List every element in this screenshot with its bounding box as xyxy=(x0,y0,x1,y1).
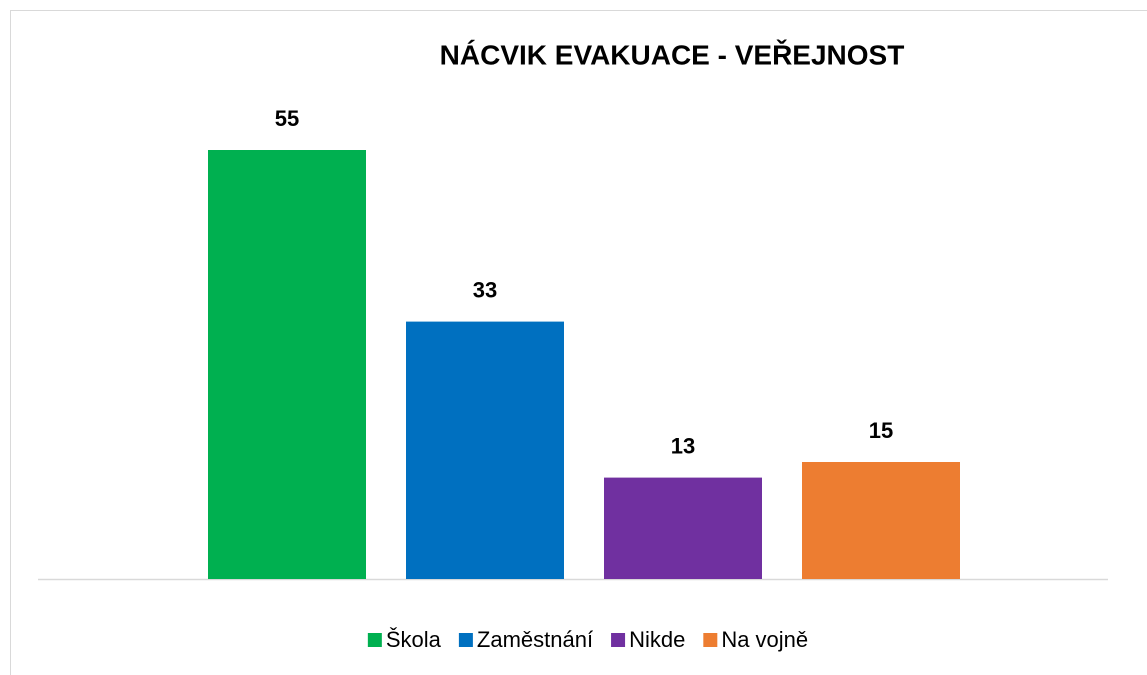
value-label: 13 xyxy=(671,433,695,458)
legend-swatch xyxy=(611,633,626,647)
bar xyxy=(802,462,960,579)
legend-label: Na vojně xyxy=(721,627,808,652)
value-label: 15 xyxy=(869,418,893,443)
legend-label: Škola xyxy=(386,627,442,652)
legend-swatch xyxy=(367,633,382,647)
legend-swatch xyxy=(458,633,473,647)
bar xyxy=(604,477,762,579)
value-label: 55 xyxy=(275,106,299,131)
legend-label: Zaměstnání xyxy=(477,627,593,652)
chart-frame xyxy=(10,10,1147,675)
legend-label: Nikde xyxy=(629,627,685,652)
value-label: 33 xyxy=(473,277,497,302)
bar xyxy=(406,321,564,579)
legend-swatch xyxy=(703,633,718,647)
bar xyxy=(208,150,366,579)
chart-title: NÁCVIK EVAKUACE - VEŘEJNOST xyxy=(440,39,905,70)
